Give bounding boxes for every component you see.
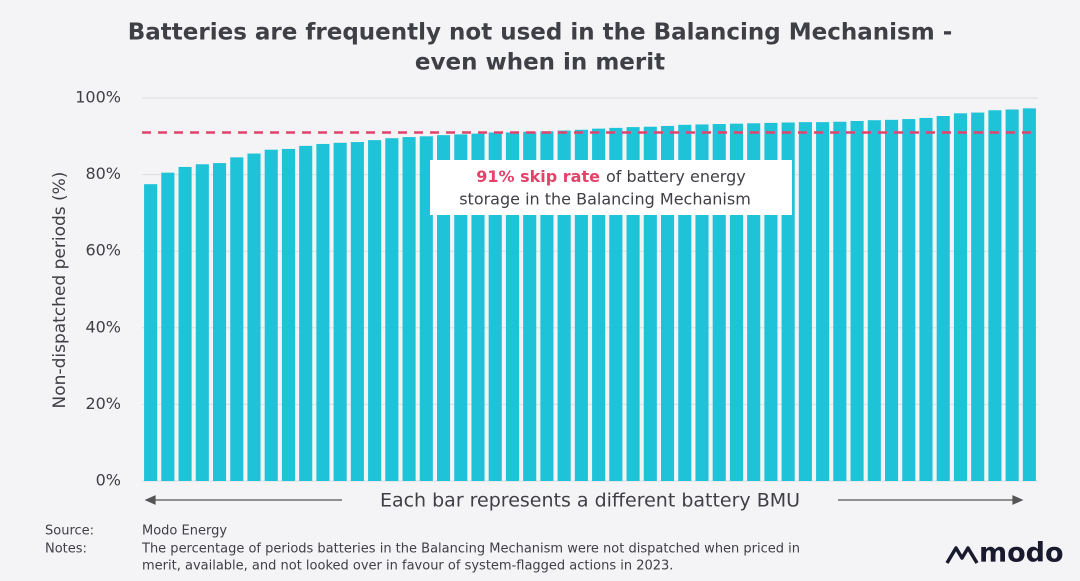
bar <box>195 164 209 481</box>
bar <box>212 163 227 482</box>
bar <box>144 184 158 482</box>
logo: modo <box>945 538 1064 569</box>
annotation-box <box>430 160 792 215</box>
bar <box>609 127 623 482</box>
annotation-text: of battery energy <box>606 167 746 186</box>
bar <box>402 137 416 482</box>
bar <box>161 172 175 481</box>
bar <box>316 143 330 481</box>
bar <box>299 145 313 481</box>
y-tick-label: 20% <box>85 394 121 413</box>
bar <box>867 120 881 482</box>
bar <box>230 157 244 482</box>
bar <box>592 128 606 481</box>
bar <box>247 153 261 481</box>
bar <box>385 138 399 481</box>
logo-text: modo <box>979 538 1064 569</box>
y-tick-label: 80% <box>85 164 121 183</box>
x-axis-label: Each bar represents a different battery … <box>380 490 800 512</box>
y-tick-label: 0% <box>96 471 121 490</box>
bar <box>953 113 968 481</box>
bar <box>471 133 485 481</box>
bar <box>919 117 933 481</box>
bar <box>816 122 830 481</box>
bar <box>850 120 864 481</box>
notes: merit, available, and not looked over in… <box>142 559 673 574</box>
bar <box>1022 108 1036 481</box>
notes: The percentage of periods batteries in t… <box>141 542 800 557</box>
bar <box>971 112 985 481</box>
notes-label: Notes: <box>45 542 87 557</box>
bar <box>523 131 537 482</box>
chart-title: Batteries are frequently not used in the… <box>128 20 953 46</box>
bar <box>1005 109 1019 482</box>
bar <box>488 132 502 481</box>
bar <box>833 121 847 481</box>
x-axis-arrow <box>144 495 1024 505</box>
bar <box>454 134 468 481</box>
bar <box>436 135 451 481</box>
bar <box>333 142 347 481</box>
bar <box>626 127 640 481</box>
source: Modo Energy <box>142 524 227 539</box>
bar <box>505 132 520 481</box>
bar <box>902 119 916 481</box>
chart-title: even when in merit <box>415 50 665 76</box>
y-tick-label: 40% <box>85 317 121 336</box>
bar <box>419 136 433 482</box>
bar <box>368 140 382 481</box>
bar <box>643 126 657 481</box>
y-axis-label: Non-dispatched periods (%) <box>50 172 70 409</box>
bar <box>936 116 950 481</box>
y-tick-label: 60% <box>85 241 121 260</box>
bar <box>178 166 192 481</box>
bar <box>264 149 278 481</box>
bar <box>350 142 364 482</box>
plot-area: 0% 20% 40% 60% 80% 100% 91% skip rate of batter… <box>75 88 1038 490</box>
source-label: Source: <box>45 524 94 539</box>
bar <box>281 148 296 481</box>
bar <box>574 129 588 481</box>
bar <box>540 131 554 482</box>
y-tick-label: 100% <box>75 88 121 107</box>
bar <box>557 130 571 481</box>
annotation-text: storage in the Balancing Mechanism <box>459 190 751 209</box>
bar <box>798 122 812 481</box>
annotation-highlight: 91% skip rate <box>476 167 600 186</box>
bar <box>988 110 1002 482</box>
annotation: 91% skip rate of battery energy <box>476 167 745 186</box>
bar <box>884 119 899 482</box>
